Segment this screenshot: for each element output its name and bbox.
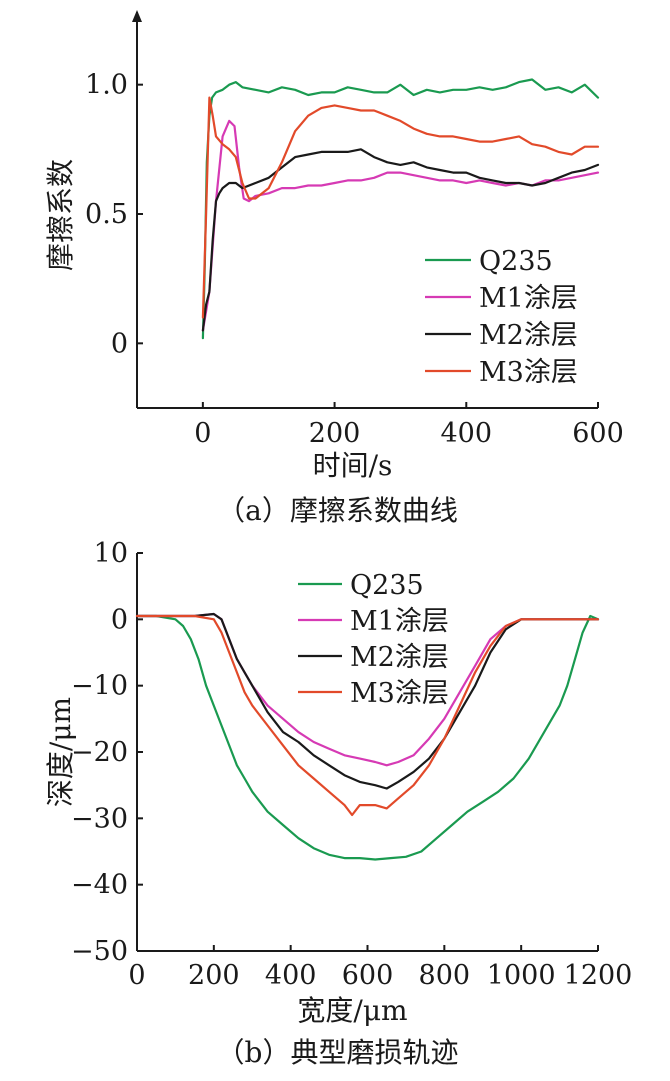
y-tick-label: 0.5 xyxy=(85,199,128,230)
y-tick-label: 10 xyxy=(94,538,128,569)
x-tick-label: 600 xyxy=(572,418,624,449)
x-tick-label: 200 xyxy=(188,960,240,991)
legend-label: M2涂层 xyxy=(479,320,578,351)
series-line-Q235 xyxy=(135,614,600,861)
y-axis-label: 摩擦系数 xyxy=(44,159,77,271)
y-axis-arrow xyxy=(132,10,142,22)
x-tick-label: 400 xyxy=(441,418,493,449)
legend-label: M1涂层 xyxy=(479,283,578,314)
series-line-M2涂层 xyxy=(201,148,600,332)
figure-caption: （a）摩擦系数曲线 xyxy=(217,494,458,527)
y-tick-label: −50 xyxy=(71,936,128,967)
x-tick-label: 600 xyxy=(342,960,394,991)
y-tick-label: −10 xyxy=(71,671,128,702)
legend-label: M3涂层 xyxy=(350,678,449,709)
series-line-M3涂层 xyxy=(135,614,600,817)
x-tick-label: 800 xyxy=(419,960,471,991)
y-tick-label: 0 xyxy=(111,328,128,359)
y-tick-label: 0 xyxy=(111,604,128,635)
x-tick-label: 1200 xyxy=(564,960,633,991)
x-tick-label: 0 xyxy=(128,960,145,991)
x-axis-label: 时间/s xyxy=(313,449,393,482)
y-tick-label: −30 xyxy=(71,803,128,834)
legend-label: Q235 xyxy=(350,570,424,601)
legend: Q235 M1涂层 M2涂层 M3涂层 xyxy=(425,246,578,388)
legend-label: M3涂层 xyxy=(479,357,578,388)
y-axis-label: 深度/μm xyxy=(44,697,77,807)
x-axis-label: 宽度/μm xyxy=(297,994,407,1027)
chart-panel-b: 0 200 400 600 800 1000 1200 10 0 −10 −20 −30 −40 −50 Q… xyxy=(44,538,632,1069)
series-line-M3涂层 xyxy=(201,96,600,319)
y-tick-label: −40 xyxy=(71,870,128,901)
legend-label: Q235 xyxy=(479,246,553,277)
x-tick-label: 200 xyxy=(309,418,361,449)
series-line-Q235 xyxy=(201,78,600,340)
x-tick-label: 0 xyxy=(194,418,211,449)
legend: Q235 M1涂层 M2涂层 M3涂层 xyxy=(298,570,449,709)
y-tick-label: −20 xyxy=(71,737,128,768)
legend-label: M1涂层 xyxy=(350,606,449,637)
y-tick-label: 1.0 xyxy=(85,70,128,101)
x-tick-label: 1000 xyxy=(487,960,556,991)
legend-label: M2涂层 xyxy=(350,642,449,673)
x-tick-label: 400 xyxy=(265,960,317,991)
figure-caption: （b）典型磨损轨迹 xyxy=(217,1036,459,1069)
